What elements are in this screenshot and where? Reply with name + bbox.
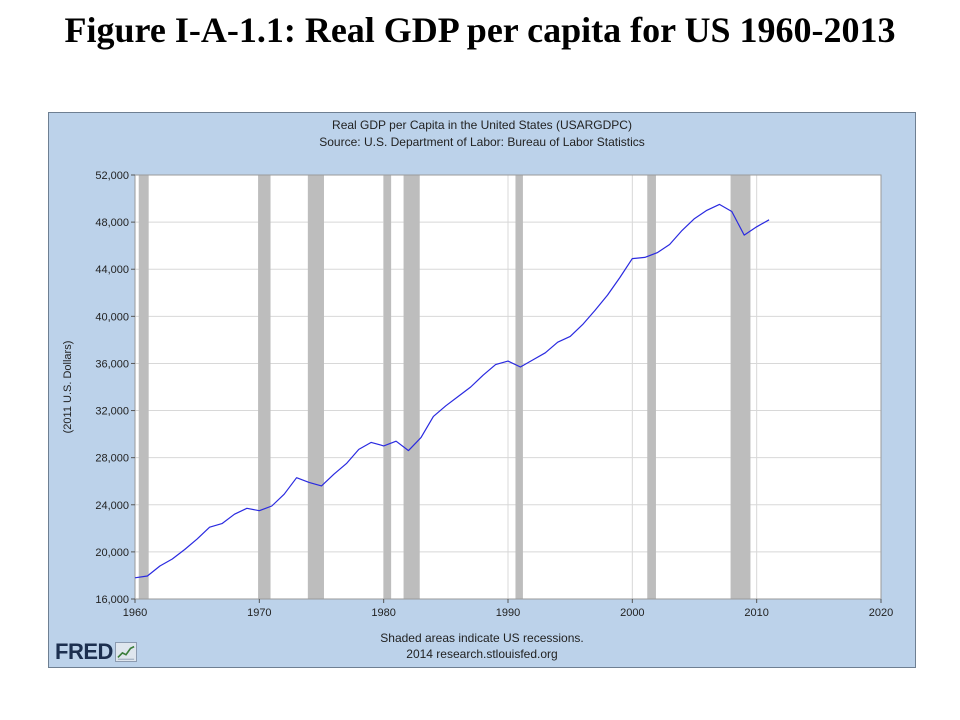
y-axis-label: (2011 U.S. Dollars)	[62, 341, 74, 434]
x-tick-label: 2020	[869, 607, 893, 619]
y-tick-label: 16,000	[95, 594, 129, 606]
y-tick-label: 52,000	[95, 170, 129, 182]
recession-bar	[258, 175, 271, 599]
series-line	[134, 203, 770, 579]
recession-bar	[403, 175, 420, 599]
fred-logo-text: FRED	[55, 639, 113, 664]
x-tick-label: 1960	[123, 607, 147, 619]
chart-line-icon	[114, 642, 137, 662]
x-tick-label: 1970	[247, 607, 271, 619]
y-tick-label: 44,000	[95, 264, 129, 276]
chart-title: Real GDP per Capita in the United States…	[332, 118, 632, 132]
y-tick-label: 32,000	[95, 406, 129, 418]
recession-bar	[383, 175, 392, 599]
x-tick-label: 1980	[371, 607, 395, 619]
y-tick-label: 40,000	[95, 311, 129, 323]
x-tick-label: 1990	[496, 607, 520, 619]
x-tick-label: 2000	[620, 607, 644, 619]
line-chart: 16,000 20,000 24,000 28,000 32,000 36,000 40,0…	[62, 170, 893, 619]
y-tick-label: 24,000	[95, 500, 129, 512]
chart-panel: Real GDP per Capita in the United States…	[48, 112, 916, 668]
recession-bar	[730, 175, 751, 599]
source-footnote: 2014 research.stlouisfed.org	[406, 647, 558, 661]
slide-title: Figure I-A-1.1: Real GDP per capita for …	[64, 10, 896, 50]
y-tick-label: 48,000	[95, 217, 129, 229]
recession-bar	[138, 175, 149, 599]
recession-footnote: Shaded areas indicate US recessions.	[380, 631, 584, 645]
chart-subtitle: Source: U.S. Department of Labor: Bureau…	[319, 135, 645, 149]
x-tick-label: 2010	[744, 607, 768, 619]
fred-logo[interactable]: FRED	[55, 639, 137, 664]
recession-bar	[647, 175, 656, 599]
y-tick-label: 28,000	[95, 453, 129, 465]
recession-bar	[515, 175, 523, 599]
recession-bar	[307, 175, 324, 599]
y-tick-label: 36,000	[95, 358, 129, 370]
y-tick-label: 20,000	[95, 547, 129, 559]
